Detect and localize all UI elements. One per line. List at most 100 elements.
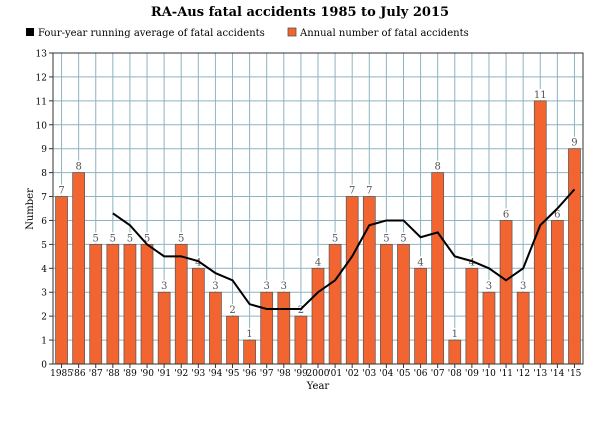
x-tick-label: '06 (414, 369, 428, 379)
data-label: 3 (520, 281, 526, 292)
y-tick-label: 3 (41, 289, 47, 299)
bar (431, 172, 445, 365)
data-label: 4 (315, 257, 321, 268)
legend-swatch-line (26, 28, 34, 36)
x-tick-label: '95 (226, 369, 240, 379)
x-tick-label: '93 (191, 369, 205, 379)
plot-frame (52, 52, 584, 365)
y-tick-label: 13 (36, 50, 48, 60)
data-label-bg (261, 280, 272, 292)
data-label-bg (518, 280, 529, 292)
x-tick-label: 1985 (50, 369, 73, 379)
x-tick-label: '13 (533, 369, 547, 379)
legend-label-bar: Annual number of fatal accidents (299, 28, 469, 39)
y-axis-label: Number (25, 188, 36, 230)
x-tick-label: '09 (465, 369, 479, 379)
running-average-polyline (112, 188, 576, 310)
x-axis-label: Year (306, 381, 330, 392)
data-label: 1 (452, 329, 458, 340)
x-tick-label: '03 (362, 369, 376, 379)
bar (533, 100, 547, 365)
data-label: 5 (144, 233, 150, 244)
data-label-bg (347, 184, 358, 196)
data-label-bg (56, 184, 67, 196)
bar (226, 315, 239, 365)
x-tick-label: 2000 (307, 369, 330, 379)
data-label-bg (227, 304, 238, 316)
data-label-bg (107, 232, 118, 244)
data-label-bg (278, 280, 289, 292)
data-label: 3 (281, 281, 287, 292)
x-tick-label: '08 (448, 369, 462, 379)
data-label: 5 (383, 233, 389, 244)
data-label: 8 (75, 162, 81, 173)
bar (414, 267, 427, 365)
bar (89, 244, 103, 365)
data-label-bg (176, 232, 187, 244)
bar (140, 244, 154, 365)
data-label: 3 (264, 281, 270, 292)
data-label-bg (569, 136, 580, 148)
data-label: 5 (127, 233, 133, 244)
y-tick-label: 2 (41, 313, 47, 323)
data-label: 3 (212, 281, 218, 292)
bar (294, 315, 308, 365)
bar (157, 291, 171, 365)
x-tick-label: '98 (277, 369, 291, 379)
data-label: 1 (246, 329, 252, 340)
bar (465, 267, 479, 365)
legend-label-line: Four-year running average of fatal accid… (38, 28, 265, 39)
bar (345, 196, 359, 365)
bar (191, 267, 205, 365)
bar (106, 244, 120, 365)
bar (448, 339, 462, 365)
bar (362, 196, 376, 365)
y-tick-label: 1 (41, 337, 47, 347)
bar (174, 244, 188, 365)
data-label-bg (90, 232, 101, 244)
data-label: 8 (434, 162, 440, 173)
x-tick-label: '11 (499, 369, 513, 379)
data-label: 7 (349, 186, 355, 197)
data-label-bg (330, 232, 341, 244)
x-tick-label: '01 (328, 369, 342, 379)
chart-title: RA-Aus fatal accidents 1985 to July 2015 (151, 5, 449, 20)
x-tick-label: '89 (123, 369, 137, 379)
data-label-bg (552, 208, 563, 220)
data-label-bg (313, 256, 323, 268)
x-tick-label: '12 (516, 369, 530, 379)
x-tick-label: '04 (379, 369, 393, 379)
data-label: 3 (161, 281, 167, 292)
legend-swatch-bar (287, 27, 297, 37)
data-label-bg (535, 88, 546, 100)
data-label: 3 (486, 281, 492, 292)
bar (482, 291, 496, 365)
bar (55, 196, 68, 365)
data-label-bg (244, 328, 255, 340)
x-tick-label: '05 (397, 369, 411, 379)
x-tick-label: '96 (243, 369, 257, 379)
data-label: 7 (366, 186, 372, 197)
data-label-bg (73, 160, 84, 172)
bar (397, 244, 410, 365)
y-tick-label: 7 (41, 193, 47, 203)
x-tick-label: '15 (567, 369, 581, 379)
y-tick-label: 12 (36, 73, 47, 83)
data-label: 2 (298, 305, 304, 316)
data-label-bg (415, 256, 426, 268)
data-label: 11 (534, 90, 547, 101)
y-tick-label: 6 (41, 217, 47, 227)
data-label: 5 (400, 233, 406, 244)
data-label: 5 (93, 233, 99, 244)
data-label: 5 (332, 233, 338, 244)
bar (209, 291, 222, 365)
data-label-bg (381, 232, 392, 244)
data-label-bg (142, 232, 153, 244)
bar (551, 220, 564, 365)
data-label: 7 (58, 186, 64, 197)
x-tick-label: '94 (208, 369, 222, 379)
bar (72, 172, 85, 365)
y-tick-label: 10 (36, 121, 48, 131)
